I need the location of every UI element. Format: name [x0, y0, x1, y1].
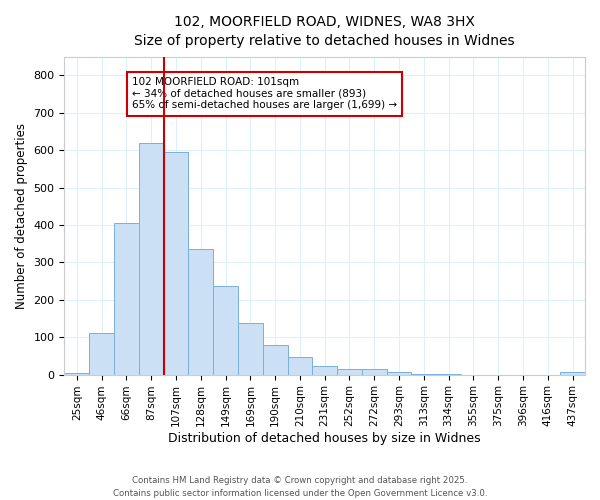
Bar — [263, 346, 287, 374]
Bar — [89, 334, 114, 374]
Bar — [337, 370, 362, 374]
Bar — [560, 372, 585, 374]
X-axis label: Distribution of detached houses by size in Widnes: Distribution of detached houses by size … — [169, 432, 481, 445]
Bar — [213, 286, 238, 374]
Bar — [238, 323, 263, 374]
Bar — [164, 152, 188, 374]
Title: 102, MOORFIELD ROAD, WIDNES, WA8 3HX
Size of property relative to detached house: 102, MOORFIELD ROAD, WIDNES, WA8 3HX Siz… — [134, 15, 515, 48]
Y-axis label: Number of detached properties: Number of detached properties — [15, 122, 28, 308]
Bar — [188, 250, 213, 374]
Bar — [139, 142, 164, 374]
Bar — [313, 366, 337, 374]
Bar — [114, 223, 139, 374]
Text: Contains HM Land Registry data © Crown copyright and database right 2025.
Contai: Contains HM Land Registry data © Crown c… — [113, 476, 487, 498]
Bar — [386, 372, 412, 374]
Bar — [64, 372, 89, 374]
Bar — [287, 356, 313, 374]
Bar — [362, 368, 386, 374]
Text: 102 MOORFIELD ROAD: 101sqm
← 34% of detached houses are smaller (893)
65% of sem: 102 MOORFIELD ROAD: 101sqm ← 34% of deta… — [132, 78, 397, 110]
